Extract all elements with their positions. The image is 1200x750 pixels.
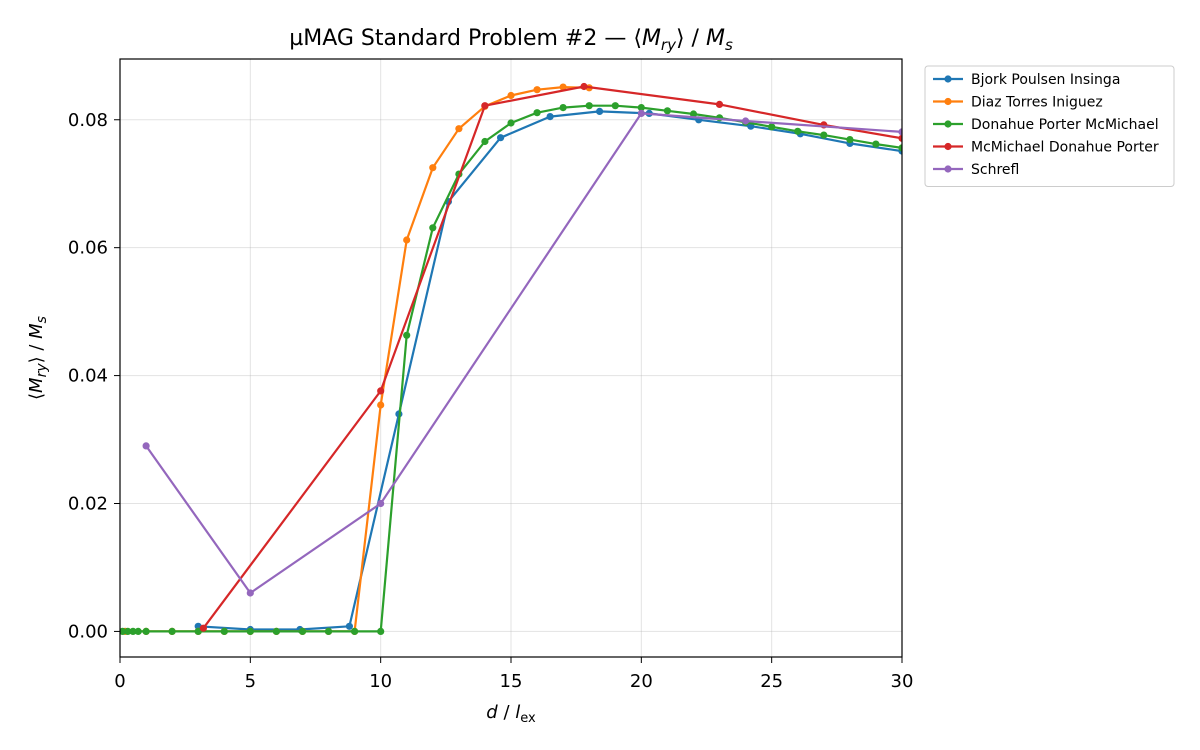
data-point bbox=[351, 627, 359, 636]
data-point bbox=[403, 331, 411, 339]
legend-label: Donahue Porter McMichael bbox=[971, 117, 1159, 133]
x-tick-label: 30 bbox=[891, 671, 914, 692]
data-point bbox=[846, 136, 854, 144]
data-point bbox=[142, 442, 150, 450]
series-2 bbox=[120, 102, 902, 636]
data-point bbox=[596, 107, 604, 115]
data-point bbox=[637, 104, 645, 112]
legend-item: Donahue Porter McMichael bbox=[933, 117, 1159, 133]
data-point bbox=[129, 627, 137, 636]
x-axis-label: d / lex bbox=[486, 702, 536, 726]
data-point bbox=[124, 627, 132, 636]
y-tick-label: 0.08 bbox=[68, 110, 108, 131]
data-point bbox=[820, 131, 828, 139]
data-point bbox=[377, 627, 385, 636]
legend-item: McMichael Donahue Porter bbox=[933, 140, 1159, 156]
data-point bbox=[580, 82, 588, 91]
data-point bbox=[194, 627, 202, 636]
series-line bbox=[145, 112, 902, 595]
series-4 bbox=[142, 109, 902, 597]
y-tick-label: 0.00 bbox=[68, 621, 108, 642]
legend-swatch-marker bbox=[944, 97, 952, 106]
x-tick-label: 10 bbox=[369, 671, 392, 692]
data-point bbox=[481, 102, 489, 110]
series-layer bbox=[120, 82, 902, 636]
data-point bbox=[429, 164, 437, 172]
y-tick-label: 0.06 bbox=[68, 238, 108, 259]
data-point bbox=[689, 110, 698, 118]
data-point bbox=[533, 109, 541, 117]
data-point bbox=[663, 107, 672, 115]
data-point bbox=[345, 622, 353, 630]
legend-swatch-marker bbox=[944, 120, 952, 128]
legend-label: McMichael Donahue Porter bbox=[971, 140, 1159, 156]
legend-swatch-marker bbox=[944, 142, 952, 151]
data-point bbox=[507, 91, 515, 100]
data-point bbox=[134, 627, 142, 636]
data-point bbox=[715, 100, 724, 108]
data-point bbox=[585, 102, 593, 110]
data-point bbox=[272, 627, 280, 636]
plot-frame bbox=[119, 58, 903, 658]
series-line bbox=[122, 104, 902, 633]
legend-item: Bjork Poulsen Insinga bbox=[933, 72, 1120, 88]
legend-swatch-marker bbox=[944, 165, 952, 173]
legend-item: Schrefl bbox=[933, 162, 1019, 178]
x-tick-label: 0 bbox=[114, 671, 125, 692]
data-point bbox=[898, 128, 902, 136]
data-point bbox=[794, 127, 802, 135]
data-point bbox=[377, 401, 385, 409]
x-tick-label: 20 bbox=[630, 671, 653, 692]
data-point bbox=[637, 109, 645, 117]
data-point bbox=[429, 224, 437, 232]
legend-box bbox=[924, 65, 1175, 187]
data-point bbox=[507, 119, 515, 127]
data-point bbox=[403, 236, 411, 244]
data-point bbox=[246, 589, 254, 597]
data-point bbox=[220, 627, 228, 636]
data-point bbox=[377, 387, 385, 395]
data-point bbox=[142, 627, 150, 636]
data-point bbox=[559, 104, 567, 112]
legend-label: Schrefl bbox=[971, 162, 1019, 178]
legend-item: Diaz Torres Iniguez bbox=[933, 95, 1103, 111]
data-point bbox=[742, 117, 750, 125]
data-point bbox=[872, 140, 880, 148]
data-point bbox=[898, 134, 902, 142]
legend-label: Bjork Poulsen Insinga bbox=[971, 72, 1120, 88]
data-point bbox=[168, 627, 176, 636]
data-point bbox=[455, 125, 463, 133]
data-point bbox=[559, 83, 567, 91]
data-point bbox=[199, 624, 207, 632]
data-point bbox=[611, 102, 619, 110]
y-tick-label: 0.04 bbox=[68, 366, 108, 387]
data-point bbox=[533, 86, 541, 94]
axes: 0 5 10 15 20 25 30 0.00 0.02 0.04 0.06 0.08 bbox=[68, 58, 914, 692]
data-point bbox=[768, 123, 776, 131]
data-point bbox=[377, 499, 385, 508]
data-point bbox=[120, 627, 127, 635]
x-tick-label: 5 bbox=[245, 671, 256, 692]
legend: Bjork Poulsen Insinga Diaz Torres Iniguez… bbox=[924, 65, 1175, 187]
y-axis-label: ⟨Mry⟩ / Ms bbox=[26, 316, 50, 400]
legend-swatch-marker bbox=[944, 75, 952, 83]
data-point bbox=[246, 627, 254, 636]
data-point bbox=[324, 627, 333, 636]
legend-label: Diaz Torres Iniguez bbox=[971, 95, 1103, 111]
chart-title: µMAG Standard Problem #2 — ⟨Mry⟩ / Ms bbox=[289, 26, 733, 54]
data-point bbox=[497, 134, 505, 142]
data-point bbox=[546, 113, 554, 121]
y-tick-label: 0.02 bbox=[68, 494, 108, 515]
x-tick-label: 15 bbox=[500, 671, 523, 692]
data-point bbox=[481, 137, 489, 146]
data-point bbox=[898, 144, 902, 152]
data-point bbox=[298, 627, 307, 636]
x-tick-label: 25 bbox=[760, 671, 783, 692]
